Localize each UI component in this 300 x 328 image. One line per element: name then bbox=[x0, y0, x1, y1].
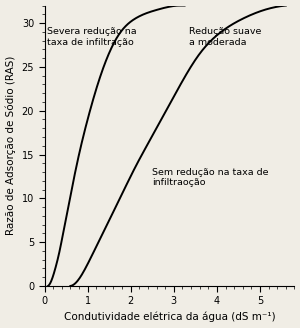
Text: Redução suave
a moderada: Redução suave a moderada bbox=[189, 28, 261, 47]
Text: Severa redução na
taxa de infiltração: Severa redução na taxa de infiltração bbox=[47, 28, 136, 47]
Y-axis label: Razão de Adsorção de Sódio (RAS): Razão de Adsorção de Sódio (RAS) bbox=[6, 56, 16, 236]
X-axis label: Condutividade elétrica da água (dS m⁻¹): Condutividade elétrica da água (dS m⁻¹) bbox=[64, 312, 275, 322]
Text: Sem redução na taxa de
infiltraoção: Sem redução na taxa de infiltraoção bbox=[152, 168, 269, 187]
